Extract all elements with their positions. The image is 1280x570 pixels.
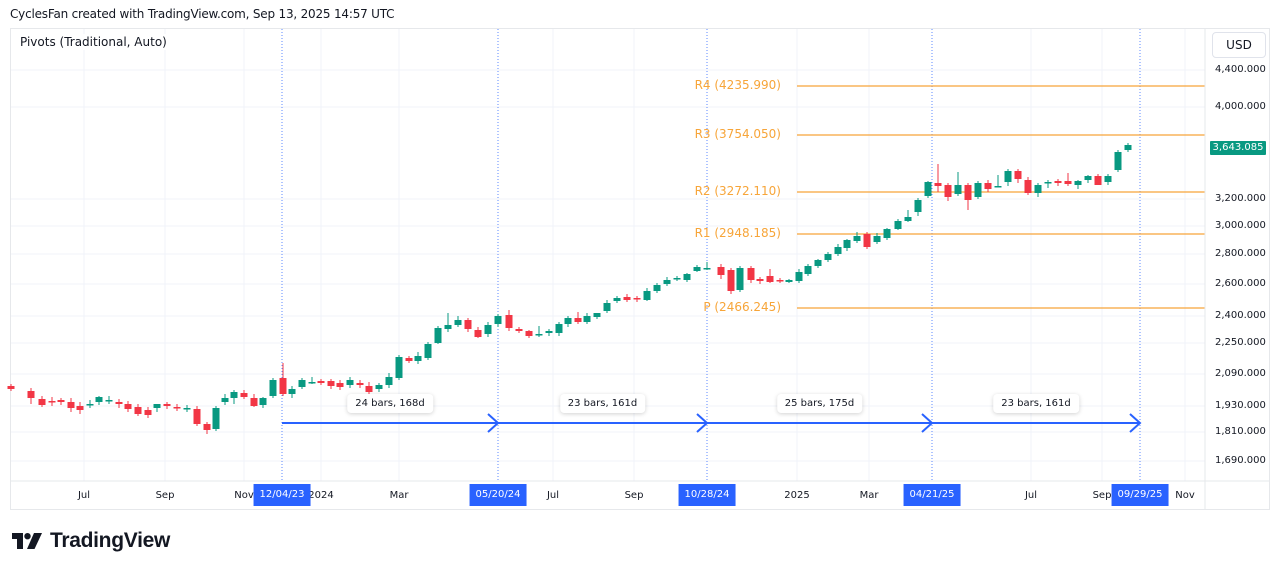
- candlestick-series: [7, 143, 1132, 434]
- tradingview-logo[interactable]: TradingView: [12, 529, 170, 553]
- cycle-date-tag: 05/20/24: [469, 484, 527, 506]
- time-axis-label: Mar: [859, 490, 879, 501]
- price-axis-label: 1,930.000: [1215, 400, 1266, 411]
- price-axis-label: 2,800.000: [1215, 248, 1266, 259]
- price-axis-label: 3,200.000: [1215, 193, 1266, 204]
- indicator-legend[interactable]: Pivots (Traditional, Auto): [18, 34, 169, 50]
- price-axis-label: 2,400.000: [1215, 310, 1266, 321]
- pivot-label-r3: R3 (3754.050): [694, 127, 781, 141]
- cycle-date-tag: 10/28/24: [678, 484, 736, 506]
- cycle-vertical-lines: [281, 29, 1141, 481]
- logo-text: TradingView: [50, 529, 171, 552]
- time-axis-label: Sep: [1092, 490, 1112, 501]
- price-axis-label: 1,690.000: [1215, 455, 1266, 466]
- time-axis-label: Jul: [1024, 490, 1038, 501]
- chart-pane[interactable]: [10, 28, 1270, 510]
- cycle-arrows[interactable]: [282, 413, 1142, 433]
- price-axis-label: 2,600.000: [1215, 278, 1266, 289]
- price-axis-label: 3,000.000: [1215, 220, 1266, 231]
- cycle-length-label: 24 bars, 168d: [347, 394, 433, 413]
- time-axis-label: Nov: [234, 490, 254, 501]
- price-axis-label: 1,810.000: [1215, 426, 1266, 437]
- pivot-lines: [797, 85, 1205, 309]
- time-axis-label: Sep: [624, 490, 644, 501]
- time-axis-label: Sep: [155, 490, 175, 501]
- currency-button[interactable]: USD: [1212, 32, 1266, 58]
- cycle-length-label: 23 bars, 161d: [559, 394, 646, 413]
- cycle-date-tag: 12/04/23: [253, 484, 311, 506]
- time-axis-label: 2025: [784, 490, 810, 501]
- pivot-label-r4: R4 (4235.990): [694, 78, 781, 92]
- chart-caption: CyclesFan created with TradingView.com, …: [10, 7, 395, 21]
- price-axis-label: 2,090.000: [1215, 368, 1266, 379]
- cycle-date-tag: 04/21/25: [903, 484, 961, 506]
- cycle-length-label: 25 bars, 175d: [776, 394, 863, 413]
- cycle-date-tag: 09/29/25: [1111, 484, 1169, 506]
- cycle-length-label: 23 bars, 161d: [993, 394, 1079, 413]
- price-axis-label: 2,250.000: [1215, 337, 1266, 348]
- last-price-tag: 3,643.085: [1210, 141, 1266, 155]
- time-axis-label: Jul: [546, 490, 560, 501]
- time-axis-label: 2024: [308, 490, 334, 501]
- pivot-label-p: P (2466.245): [703, 300, 781, 314]
- time-axis-label: Mar: [389, 490, 409, 501]
- price-axis-label: 4,400.000: [1215, 64, 1266, 75]
- pivot-label-r1: R1 (2948.185): [694, 226, 781, 240]
- time-axis-label: Nov: [1175, 490, 1195, 501]
- time-axis-label: Jul: [77, 490, 91, 501]
- pivot-label-r2: R2 (3272.110): [694, 184, 781, 198]
- price-axis-label: 4,000.000: [1215, 101, 1266, 112]
- grid-lines: [11, 29, 1205, 481]
- tradingview-logo-icon: [12, 533, 42, 549]
